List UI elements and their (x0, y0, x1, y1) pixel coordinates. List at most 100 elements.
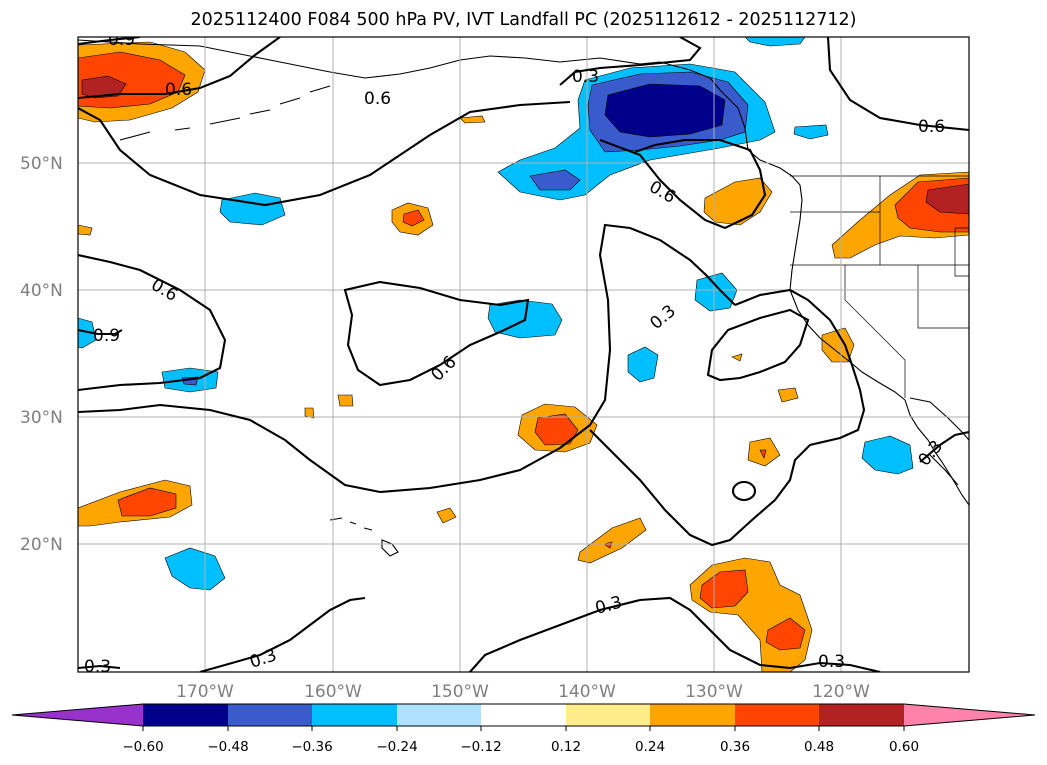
contour-0.3-baja (919, 430, 969, 463)
fill-lightblue-top (744, 37, 806, 47)
contour-label: 0.9 (93, 326, 120, 346)
contour-0.6-coast (599, 138, 767, 230)
fill-orange-h (821, 327, 855, 363)
contour-0.3-sw (199, 596, 366, 672)
colorbar-tick-label: −0.24 (376, 739, 417, 755)
fill-orange-i (731, 353, 743, 362)
pv-shading (78, 37, 969, 672)
colorbar-tick-label: −0.12 (460, 739, 501, 755)
contour-label: 0.6 (918, 117, 945, 137)
lon-label-160w: 160°W (304, 682, 362, 702)
colorbar-segment (566, 704, 650, 726)
fill-lightblue-bc (793, 124, 829, 140)
fill-lightblue-d (694, 272, 738, 312)
fill-red (117, 487, 177, 517)
fill-lightblue-e (627, 346, 659, 383)
positive-anomaly-intermountain (831, 171, 969, 259)
fill-orange-small-north (459, 115, 486, 124)
contour-label: 0.3 (572, 67, 599, 87)
colorbar-tick-label: 0.12 (551, 739, 581, 755)
colorbar-ticks (142, 726, 905, 731)
lon-label-120w: 120°W (812, 682, 870, 702)
aleutian-islands (119, 85, 331, 141)
colorbar-tick-label: 0.24 (635, 739, 665, 755)
colorbar-segment (735, 704, 819, 726)
colorbar-segment (397, 704, 481, 726)
contour-label: 0.6 (364, 89, 391, 109)
fill-orange-c (78, 224, 93, 236)
colorbar-segment (481, 704, 566, 726)
colorbar-tick-label: 0.60 (889, 739, 919, 755)
fill-red (699, 569, 749, 609)
gridlines (78, 37, 969, 672)
colorbar-tick-label: 0.36 (720, 739, 750, 755)
fill-orange-p (577, 517, 647, 564)
coastlines (78, 39, 969, 557)
contour-label: 0.9 (108, 30, 135, 50)
fill-orange-l (337, 394, 354, 407)
map-plot-area: 0.9 0.6 0.6 0.3 0.6 0.6 0.6 0.9 0.6 0.3 … (78, 30, 969, 677)
fill-red-b (402, 209, 425, 227)
negative-anomaly-gulf-of-alaska (497, 63, 776, 201)
positive-anomaly-subtropical (689, 557, 813, 672)
contour-0.3-south (469, 596, 881, 672)
lat-label-30n: 30°N (20, 408, 63, 428)
contour-0.9-north (78, 37, 141, 46)
lat-label-40n: 40°N (20, 281, 63, 301)
contour-0.6-center (78, 223, 736, 494)
pv-contours (78, 37, 969, 672)
fill-navy (604, 83, 726, 138)
colorbar-segment (143, 704, 228, 726)
positive-anomaly-southwest (78, 479, 193, 527)
contour-0.6-ne (826, 37, 969, 132)
contour-label: 0.3 (818, 652, 845, 672)
contour-0.3-north (559, 37, 702, 86)
fill-lightblue-f (78, 317, 97, 349)
lon-label-170w: 170°W (176, 682, 234, 702)
fill-red (534, 413, 579, 446)
colorbar-tick-label: −0.48 (207, 739, 248, 755)
fill-orange-k (304, 407, 315, 419)
colorbar-tick-label: −0.36 (291, 739, 332, 755)
fill-red-2 (765, 617, 806, 651)
lat-label-20n: 20°N (20, 535, 63, 555)
contour-0.6-west (78, 253, 227, 392)
baja-california (904, 399, 969, 506)
lon-label-140w: 140°W (558, 682, 616, 702)
colorbar-tick-label: 0.48 (804, 739, 834, 755)
gulf-of-california (909, 397, 969, 486)
lon-label-130w: 130°W (685, 682, 743, 702)
fill-lightblue-q (164, 547, 226, 591)
latitude-labels: 50°N 40°N 30°N 20°N (20, 154, 63, 555)
fill-midblue-south (529, 169, 581, 191)
map-frame (77, 36, 970, 673)
bc-coast (747, 149, 801, 186)
positive-anomaly-pacific-northwest (703, 177, 773, 226)
colorbar-tick-label: −0.60 (122, 739, 163, 755)
colorbar-segment (819, 704, 904, 726)
state-borders (790, 175, 969, 398)
alaska-coast (78, 39, 749, 151)
fill-lightblue-n (861, 435, 914, 475)
longitude-labels: 170°W 160°W 150°W 140°W 130°W 120°W (176, 682, 870, 702)
colorbar-segment (650, 704, 735, 726)
contour-0.6-northwest (78, 37, 281, 100)
lat-label-50n: 50°N (20, 154, 63, 174)
contour-small-ring (731, 480, 757, 502)
contour-0.3-loop-east (706, 308, 810, 382)
contour-0.6-north (78, 100, 571, 207)
contour-0.3-center (589, 288, 866, 547)
contour-label: 0.3 (84, 657, 111, 677)
hawaii (329, 517, 399, 557)
colorbar-segment (312, 704, 397, 726)
contour-0.9-west (78, 328, 123, 336)
fill-orange (703, 177, 773, 226)
colorbar-extend-max (904, 704, 1035, 726)
contour-0.3-bottomleft (78, 664, 121, 670)
colorbar-extend-min (12, 704, 143, 726)
lon-label-150w: 150°W (431, 682, 489, 702)
positive-anomaly-central (517, 403, 598, 453)
contour-label: 0.6 (165, 80, 192, 100)
colorbar-tick-labels: −0.60 −0.48 −0.36 −0.24 −0.12 0.12 0.24 … (122, 739, 919, 755)
